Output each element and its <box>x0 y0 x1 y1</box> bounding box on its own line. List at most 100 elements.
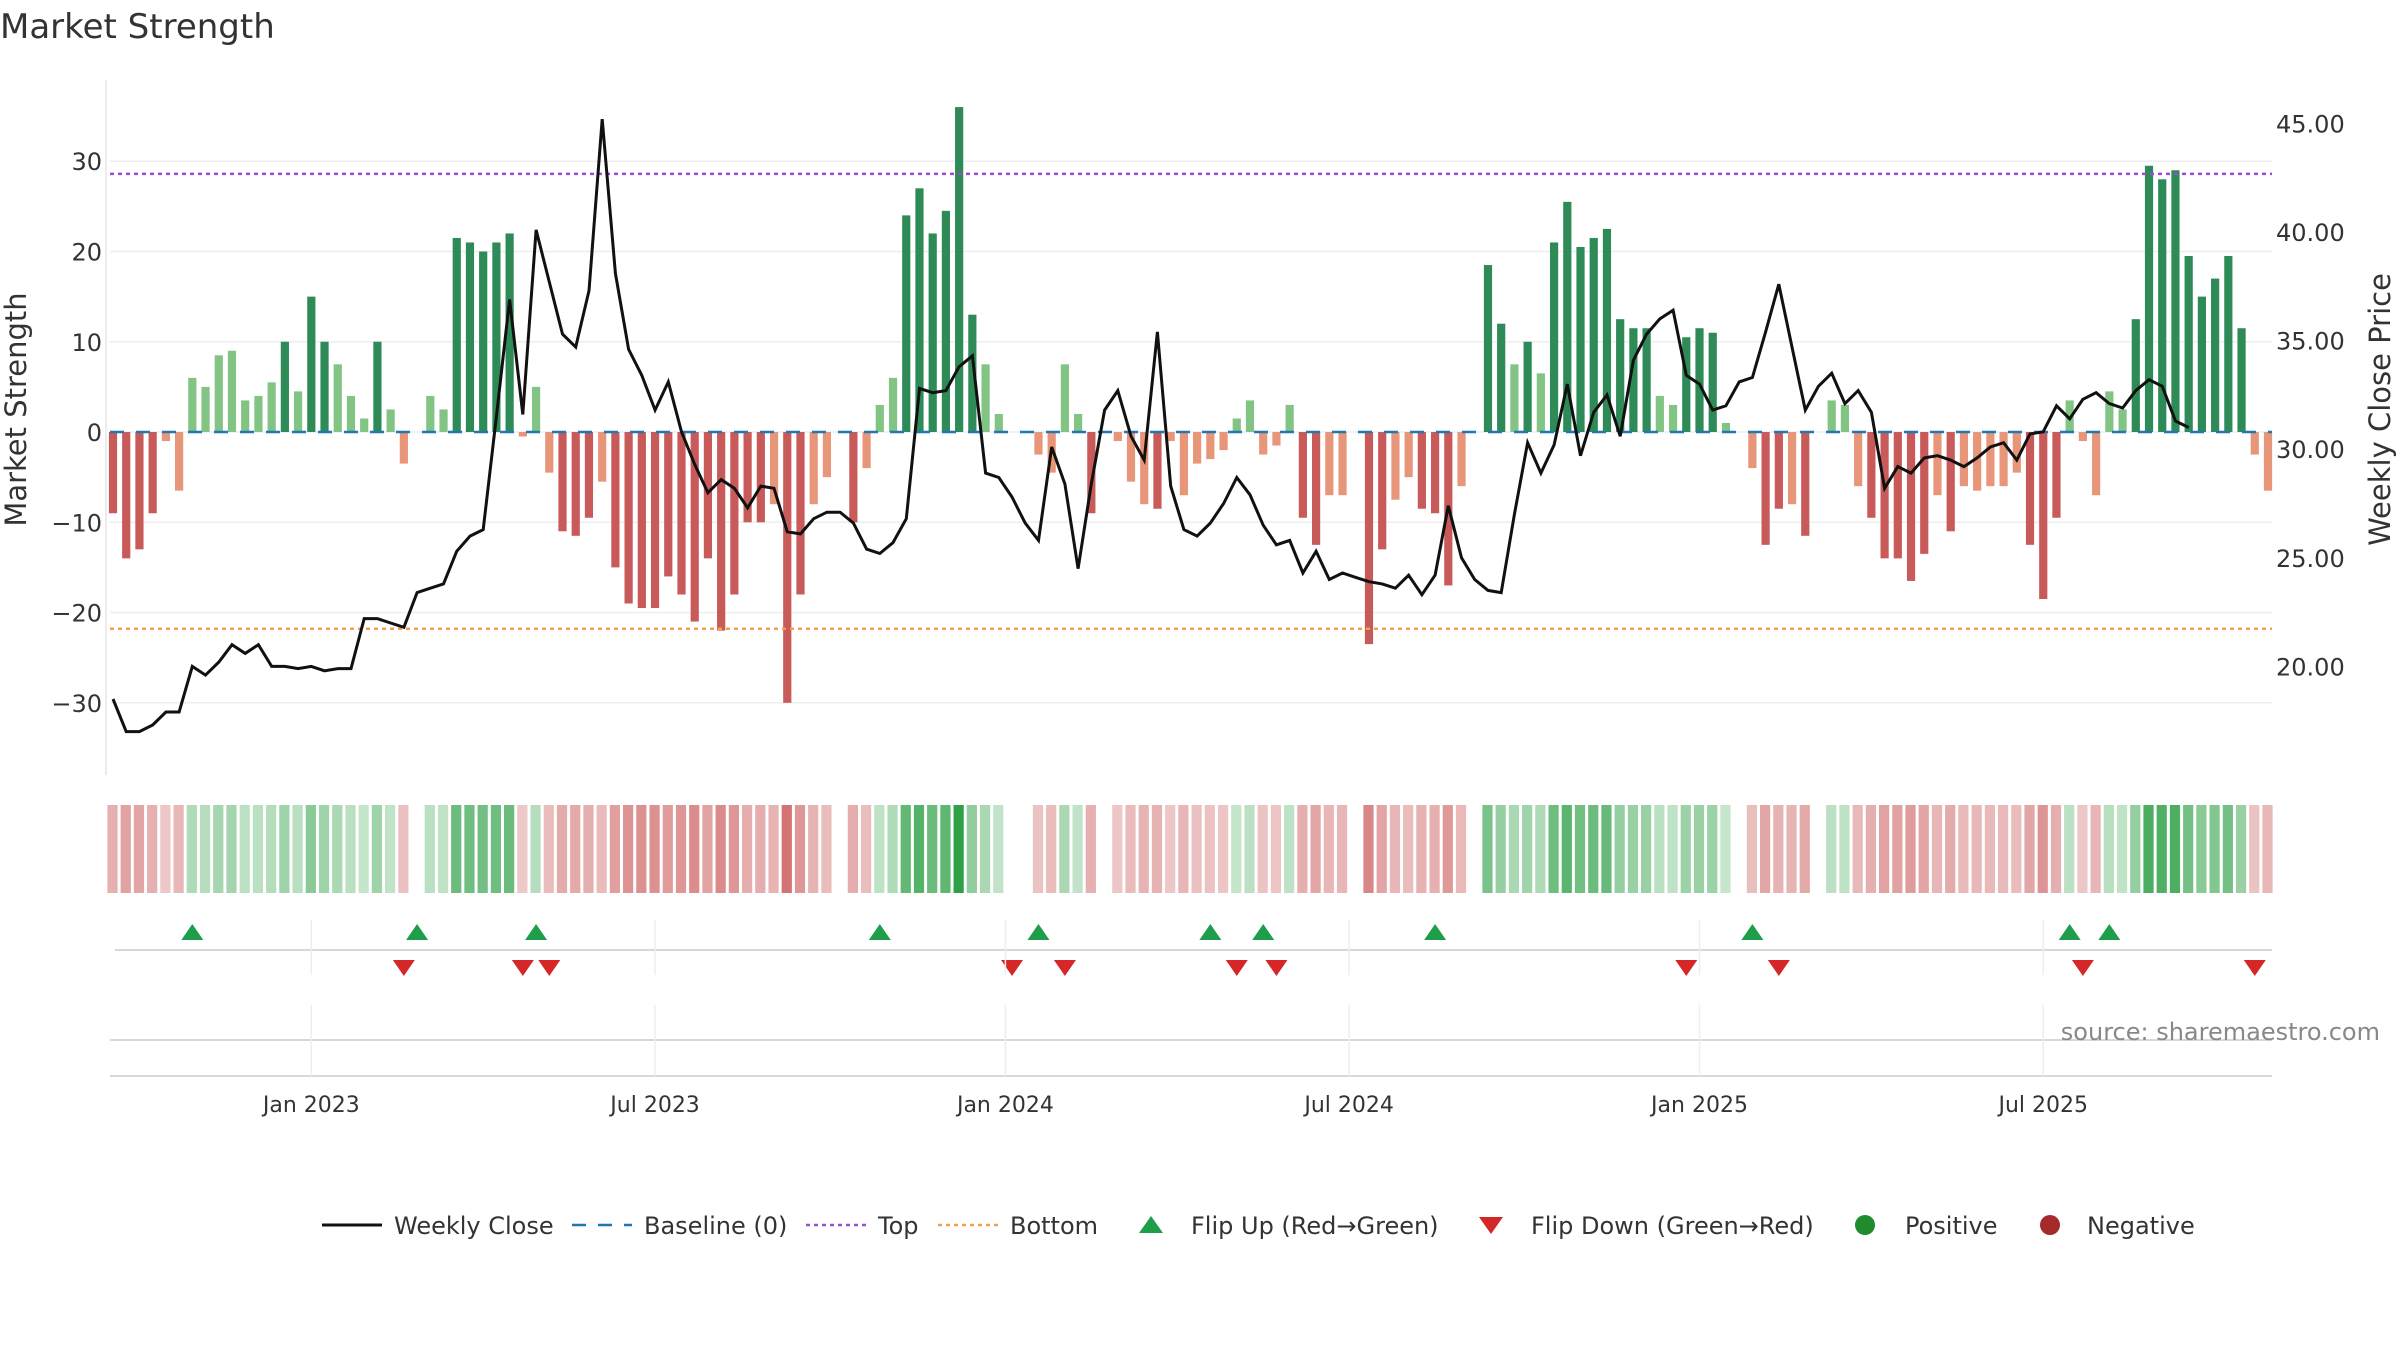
strength-bar-17 <box>333 364 342 433</box>
strength-bar-8 <box>214 355 223 433</box>
strength-bar-2 <box>135 432 144 550</box>
strength-bar-5 <box>175 432 184 491</box>
left-tick-label-3: 0 <box>87 419 102 447</box>
strength-heat-strip <box>107 805 2273 893</box>
heat-cell-70 <box>1032 805 1044 893</box>
strength-bar-18 <box>346 395 356 433</box>
strength-bar-82 <box>1193 432 1202 464</box>
flip-down-marker-8 <box>1767 960 1790 976</box>
right-tick-label-3: 30.00 <box>2276 436 2345 464</box>
flip-down-marker-3 <box>1001 960 1024 976</box>
heat-cell-92 <box>1323 805 1334 893</box>
strength-bar-83 <box>1206 432 1215 460</box>
strength-bar-147 <box>2052 432 2061 518</box>
strength-bar-160 <box>2224 256 2233 433</box>
strength-bar-111 <box>1576 246 1585 433</box>
legend-label-flip_up: Flip Up (Red→Green) <box>1191 1212 1439 1240</box>
strength-bar-84 <box>1219 432 1228 451</box>
heat-cell-111 <box>1574 805 1586 893</box>
right-tick-label-4: 25.00 <box>2276 545 2345 573</box>
heat-cell-147 <box>2050 805 2062 893</box>
strength-bar-29 <box>492 242 501 433</box>
heat-cell-4 <box>160 805 171 893</box>
strength-bar-116 <box>1642 328 1651 433</box>
heat-cell-133 <box>1865 805 1876 893</box>
heat-cell-65 <box>966 805 977 893</box>
heat-cell-95 <box>1363 805 1374 893</box>
heat-cell-127 <box>1786 805 1797 893</box>
strength-bar-47 <box>730 432 739 595</box>
heat-cell-108 <box>1535 805 1546 893</box>
strength-bar-152 <box>2118 409 2127 433</box>
strength-bar-131 <box>1840 404 1850 433</box>
strength-bar-122 <box>1721 422 1731 433</box>
heat-cell-122 <box>1720 805 1731 893</box>
heat-cell-106 <box>1508 805 1520 893</box>
heat-cell-89 <box>1284 805 1295 893</box>
heat-cell-101 <box>1442 805 1453 893</box>
legend-item-flip_down: Flip Down (Green→Red) <box>1479 1212 1814 1240</box>
strength-bar-157 <box>2184 256 2193 433</box>
strength-bar-53 <box>809 432 818 505</box>
heat-cell-91 <box>1310 805 1321 893</box>
x-tick-label-0: Jan 2023 <box>261 1093 360 1118</box>
heat-cell-35 <box>570 805 581 893</box>
strength-bar-151 <box>2105 391 2114 433</box>
source-text: source: sharemaestro.com <box>2061 1018 2380 1046</box>
strength-bar-114 <box>1616 319 1625 433</box>
strength-bar-112 <box>1589 237 1598 433</box>
strength-bar-31 <box>518 432 527 437</box>
strength-bar-74 <box>1087 432 1096 514</box>
heat-cell-153 <box>2130 805 2141 893</box>
weekly-close-line <box>111 118 2190 734</box>
heat-cell-32 <box>530 805 541 893</box>
flip-up-marker-9 <box>2058 924 2081 940</box>
heat-cell-125 <box>1759 805 1771 893</box>
heat-cell-72 <box>1059 805 1070 893</box>
heat-cell-24 <box>424 805 435 893</box>
strength-bar-86 <box>1245 400 1255 433</box>
strength-bar-98 <box>1404 432 1413 478</box>
heat-cell-99 <box>1416 805 1427 893</box>
heat-cell-59 <box>887 805 898 893</box>
heat-cell-61 <box>913 805 925 893</box>
heat-cell-132 <box>1852 805 1863 893</box>
strength-bar-145 <box>2025 432 2035 545</box>
heat-cell-14 <box>292 805 303 893</box>
heat-cell-86 <box>1244 805 1255 893</box>
legend-item-weekly_close: Weekly Close <box>322 1212 554 1240</box>
strength-bar-43 <box>677 432 686 595</box>
heat-cell-128 <box>1799 805 1810 893</box>
heat-cell-83 <box>1204 805 1215 893</box>
strength-bar-110 <box>1563 201 1572 433</box>
strength-bar-93 <box>1338 432 1347 496</box>
legend-item-baseline: Baseline (0) <box>572 1212 787 1240</box>
heat-cell-51 <box>781 805 792 893</box>
chart-title: Market Strength <box>0 7 275 47</box>
strength-bar-58 <box>875 404 884 433</box>
strength-bar-66 <box>981 364 990 433</box>
heat-cell-144 <box>2011 805 2022 893</box>
strength-bar-63 <box>941 210 951 433</box>
strength-bar-60 <box>902 215 911 433</box>
strength-bar-153 <box>2131 319 2140 433</box>
heat-cell-134 <box>1878 805 1890 893</box>
heat-cell-84 <box>1217 805 1229 893</box>
heat-cell-126 <box>1773 805 1784 893</box>
left-tick-label-4: −10 <box>51 509 102 537</box>
strength-bar-12 <box>267 382 276 433</box>
heat-cell-142 <box>1984 805 1995 893</box>
legend-swatch-positive <box>1855 1215 1875 1235</box>
heat-cell-52 <box>794 805 806 893</box>
heat-cell-37 <box>596 805 607 893</box>
left-axis-label: Market Strength <box>0 292 33 526</box>
strength-bar-1 <box>122 432 131 559</box>
strength-bar-19 <box>360 418 369 433</box>
strength-bar-88 <box>1272 432 1281 446</box>
strength-bar-90 <box>1298 432 1307 518</box>
legend-swatch-flip-up <box>1139 1216 1163 1233</box>
heat-cell-27 <box>464 805 475 893</box>
strength-bar-34 <box>558 432 567 532</box>
heat-cell-113 <box>1601 805 1612 893</box>
